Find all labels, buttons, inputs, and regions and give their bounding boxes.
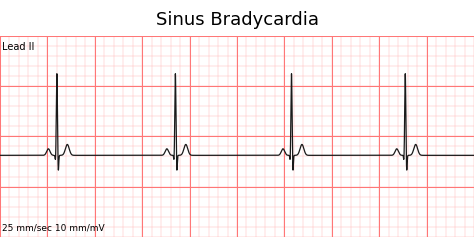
Text: Lead II: Lead II (2, 42, 35, 52)
Text: 25 mm/sec 10 mm/mV: 25 mm/sec 10 mm/mV (2, 224, 105, 233)
Text: Sinus Bradycardia: Sinus Bradycardia (155, 11, 319, 28)
